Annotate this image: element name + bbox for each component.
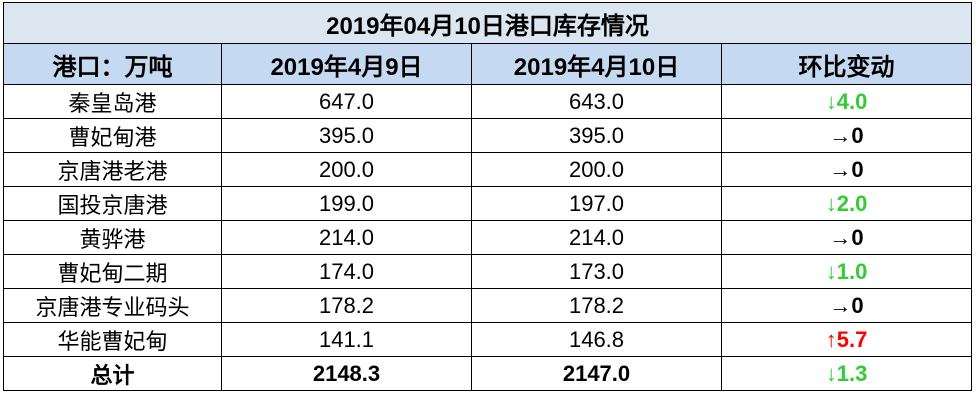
title-row: 2019年04月10日港口库存情况 <box>2 2 973 44</box>
curr-inventory: 2147.0 <box>471 356 722 391</box>
port-name: 华能曹妃甸 <box>3 322 222 357</box>
prev-inventory: 178.2 <box>221 288 472 323</box>
data-row: 曹妃甸港 395.0 395.0 →0 <box>3 118 973 153</box>
data-row: 京唐港老港 200.0 200.0 →0 <box>3 152 973 187</box>
port-name: 京唐港老港 <box>3 152 222 187</box>
curr-inventory: 178.2 <box>471 288 722 323</box>
curr-inventory: 173.0 <box>471 254 722 289</box>
data-row: 秦皇岛港 647.0 643.0 ↓4.0 <box>3 84 973 119</box>
change: →0 <box>720 118 973 153</box>
data-row: 黄骅港 214.0 214.0 →0 <box>3 220 973 255</box>
prev-inventory: 199.0 <box>221 186 472 221</box>
change: →0 <box>720 152 973 187</box>
column-header: 2019年4月10日 <box>471 43 722 85</box>
column-header: 港口：万吨 <box>3 43 222 85</box>
prev-inventory: 395.0 <box>221 118 472 153</box>
change: →0 <box>720 220 973 255</box>
header-row: 港口：万吨 2019年4月9日 2019年4月10日 环比变动 <box>3 43 973 85</box>
port-name: 黄骅港 <box>3 220 222 255</box>
port-name: 总计 <box>3 356 222 391</box>
change: →0 <box>720 288 973 323</box>
data-row: 京唐港专业码头 178.2 178.2 →0 <box>3 288 973 323</box>
curr-inventory: 395.0 <box>471 118 722 153</box>
change: ↓1.0 <box>720 254 973 289</box>
prev-inventory: 141.1 <box>221 322 472 357</box>
curr-inventory: 214.0 <box>471 220 722 255</box>
port-name: 曹妃甸港 <box>3 118 222 153</box>
curr-inventory: 643.0 <box>471 84 722 119</box>
port-name: 秦皇岛港 <box>3 84 222 119</box>
prev-inventory: 2148.3 <box>221 356 472 391</box>
change: ↓2.0 <box>720 186 973 221</box>
curr-inventory: 200.0 <box>471 152 722 187</box>
data-row: 华能曹妃甸 141.1 146.8 ↑5.7 <box>3 322 973 357</box>
prev-inventory: 214.0 <box>221 220 472 255</box>
port-name: 京唐港专业码头 <box>3 288 222 323</box>
column-header: 2019年4月9日 <box>221 43 472 85</box>
data-row: 国投京唐港 199.0 197.0 ↓2.0 <box>3 186 973 221</box>
prev-inventory: 174.0 <box>221 254 472 289</box>
data-row: 曹妃甸二期 174.0 173.0 ↓1.0 <box>3 254 973 289</box>
port-name: 国投京唐港 <box>3 186 222 221</box>
column-header: 环比变动 <box>720 43 973 85</box>
table-title: 2019年04月10日港口库存情况 <box>2 2 973 44</box>
curr-inventory: 197.0 <box>471 186 722 221</box>
curr-inventory: 146.8 <box>471 322 722 357</box>
prev-inventory: 647.0 <box>221 84 472 119</box>
total-row: 总计 2148.3 2147.0 ↓1.3 <box>3 356 973 391</box>
change: ↓4.0 <box>720 84 973 119</box>
port-name: 曹妃甸二期 <box>3 254 222 289</box>
prev-inventory: 200.0 <box>221 152 472 187</box>
change: ↑5.7 <box>720 322 973 357</box>
inventory-table: 2019年04月10日港口库存情况 港口：万吨 2019年4月9日 2019年4月1… <box>2 2 973 391</box>
change: ↓1.3 <box>720 356 973 391</box>
table-body: 2019年04月10日港口库存情况 港口：万吨 2019年4月9日 2019年4月1… <box>2 2 973 391</box>
